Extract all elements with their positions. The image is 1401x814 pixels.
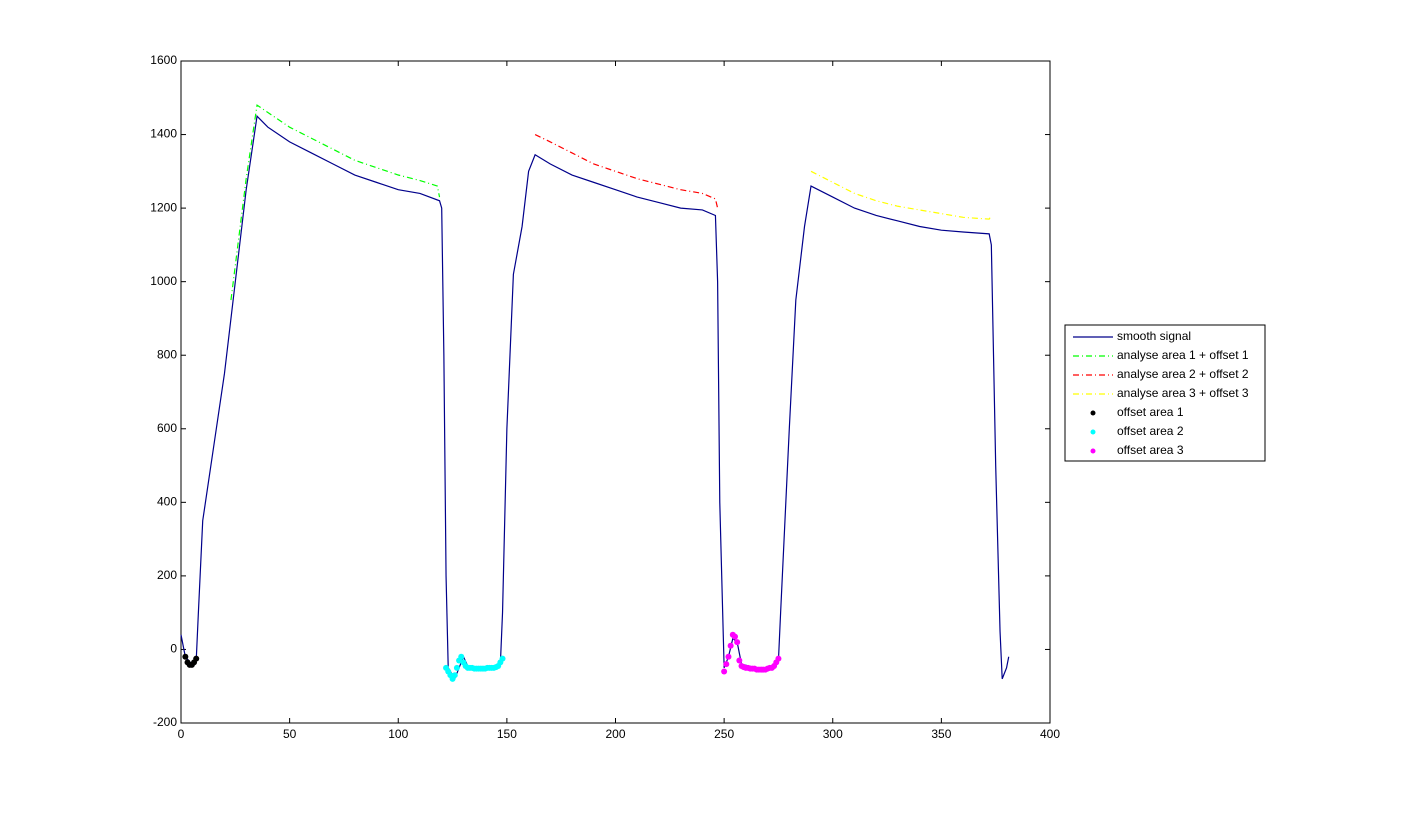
- y-tick-label: 800: [157, 347, 177, 361]
- legend-label: smooth signal: [1117, 329, 1191, 343]
- signal-line: [230, 104, 441, 301]
- legend-marker: [1090, 429, 1096, 435]
- x-tick-label: 0: [178, 727, 185, 741]
- legend-label: offset area 1: [1117, 405, 1184, 419]
- y-tick-label: 600: [157, 421, 177, 435]
- offset-point: [725, 653, 732, 660]
- legend-label: analyse area 1 + offset 1: [1117, 348, 1249, 362]
- offset-point: [734, 639, 741, 646]
- x-tick-label: 300: [823, 727, 843, 741]
- legend-marker: [1090, 448, 1096, 454]
- x-tick-label: 200: [605, 727, 625, 741]
- offset-point: [458, 653, 465, 660]
- signal-line: [534, 134, 719, 209]
- x-tick-label: 400: [1040, 727, 1060, 741]
- offset-point: [182, 653, 189, 660]
- signal-line: [180, 114, 1010, 681]
- legend-marker: [1090, 410, 1096, 416]
- x-tick-label: 100: [388, 727, 408, 741]
- x-tick-label: 50: [283, 727, 297, 741]
- y-tick-label: 1600: [150, 53, 177, 67]
- y-tick-label: 400: [157, 495, 177, 509]
- offset-point: [723, 661, 730, 668]
- x-tick-label: 150: [497, 727, 517, 741]
- offset-point: [721, 668, 728, 675]
- offset-point: [453, 664, 460, 671]
- y-tick-label: 1000: [150, 274, 177, 288]
- offset-point: [736, 657, 743, 664]
- y-tick-label: 1200: [150, 200, 177, 214]
- x-tick-label: 250: [714, 727, 734, 741]
- signal-line: [810, 170, 992, 220]
- x-tick-label: 350: [931, 727, 951, 741]
- legend-label: analyse area 3 + offset 3: [1117, 386, 1249, 400]
- legend-label: offset area 2: [1117, 424, 1184, 438]
- offset-point: [775, 655, 782, 662]
- legend-label: offset area 3: [1117, 443, 1184, 457]
- offset-point: [499, 655, 506, 662]
- offset-point: [193, 655, 200, 662]
- plot-area: [180, 60, 1051, 724]
- offset-point: [731, 633, 738, 640]
- y-tick-label: 200: [157, 568, 177, 582]
- legend-label: analyse area 2 + offset 2: [1117, 367, 1249, 381]
- legend-box: [1064, 324, 1266, 462]
- y-tick-label: 0: [170, 642, 177, 656]
- offset-point: [727, 642, 734, 649]
- offset-point: [451, 672, 458, 679]
- y-tick-label: 1400: [150, 127, 177, 141]
- y-tick-label: -200: [153, 715, 177, 729]
